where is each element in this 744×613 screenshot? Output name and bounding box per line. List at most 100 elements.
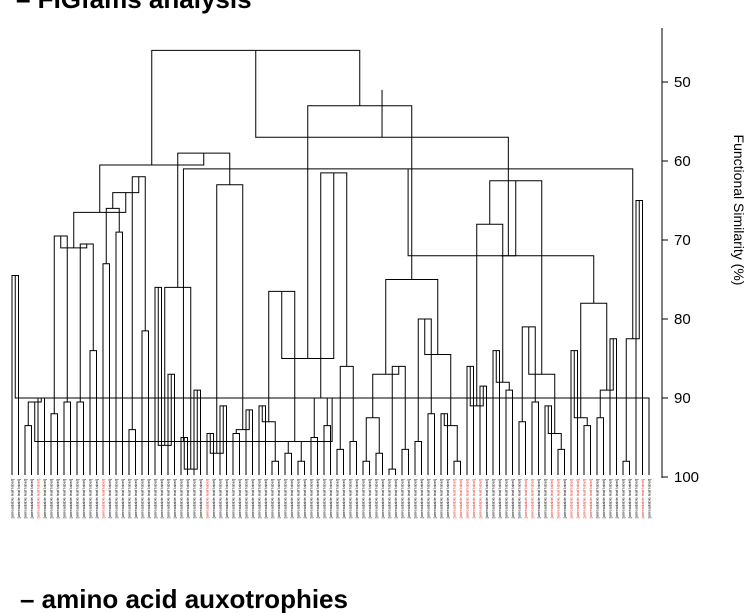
dendrogram-link xyxy=(349,440,357,475)
dendrogram-link xyxy=(427,413,435,475)
leaf-label: [unreadable leaf label] xyxy=(517,479,522,518)
leaf-label: [unreadable leaf label] xyxy=(250,479,255,518)
leaf-label: [unreadable leaf label] xyxy=(601,479,606,518)
dendrogram-link xyxy=(391,365,406,470)
leaf-label: [unreadable leaf label] xyxy=(263,479,268,518)
leaf-label: [unreadable leaf label] xyxy=(556,479,561,518)
leaf-label: [unreadable leaf label] xyxy=(367,479,372,518)
dendrogram-link xyxy=(310,437,318,475)
leaf-label: [unreadable leaf label] xyxy=(192,479,197,518)
dendrogram-link xyxy=(53,235,68,414)
y-tick-label: 70 xyxy=(674,232,691,249)
leaf-label: [unreadable leaf label] xyxy=(387,479,392,518)
dendrogram-link xyxy=(284,452,292,475)
dendrogram-link xyxy=(622,460,630,475)
dendrogram-link xyxy=(287,440,302,462)
leaf-label: [unreadable leaf label] xyxy=(302,479,307,518)
dendrogram-link xyxy=(385,279,439,375)
leaf-label: [unreadable leaf label] xyxy=(244,479,249,518)
leaf-label: [unreadable leaf label] xyxy=(322,479,327,518)
dendrogram-link xyxy=(216,184,244,454)
leaf-label: [unreadable leaf label] xyxy=(478,479,483,518)
dendrogram-link xyxy=(362,460,370,475)
dendrogram-link xyxy=(232,433,240,475)
y-tick-label: 90 xyxy=(674,390,691,407)
leaf-label: [unreadable leaf label] xyxy=(81,479,86,518)
leaf-label: [unreadable leaf label] xyxy=(374,479,379,518)
leaf-label: [unreadable leaf label] xyxy=(393,479,398,518)
dendrogram-link xyxy=(596,417,604,475)
dendrogram-link xyxy=(271,460,279,475)
leaf-label: [unreadable leaf label] xyxy=(88,479,93,518)
dendrogram-link xyxy=(131,176,146,430)
dendrogram-link xyxy=(37,397,45,475)
leaf-label: [unreadable leaf label] xyxy=(49,479,54,518)
dendrogram-link xyxy=(401,448,409,475)
leaf-label: [unreadable leaf label] xyxy=(549,479,554,518)
leaf-label: [unreadable leaf label] xyxy=(504,479,509,518)
leaf-label: [unreadable leaf label] xyxy=(413,479,418,518)
leaf-label: [unreadable leaf label] xyxy=(614,479,619,518)
leaf-label: [unreadable leaf label] xyxy=(309,479,314,518)
dendrogram-link xyxy=(375,452,383,475)
leaf-label: [unreadable leaf label] xyxy=(55,479,60,518)
leaf-label: [unreadable leaf label] xyxy=(198,479,203,518)
dendrogram-link xyxy=(453,460,461,475)
leaf-label: [unreadable leaf label] xyxy=(432,479,437,518)
leaf-label: [unreadable leaf label] xyxy=(68,479,73,518)
figure-subheading: – amino acid auxotrophies xyxy=(20,584,348,613)
dendrogram-link xyxy=(336,448,344,475)
leaf-label: [unreadable leaf label] xyxy=(471,479,476,518)
leaf-label: [unreadable leaf label] xyxy=(328,479,333,518)
dendrogram-link xyxy=(307,105,413,359)
leaf-label: [unreadable leaf label] xyxy=(621,479,626,518)
dendrogram-link xyxy=(583,425,591,475)
leaf-label: [unreadable leaf label] xyxy=(218,479,223,518)
leaf-label: [unreadable leaf label] xyxy=(270,479,275,518)
leaf-label: [unreadable leaf label] xyxy=(354,479,359,518)
leaf-labels: [unreadable leaf label] [unreadable leaf … xyxy=(10,479,652,518)
dendrogram-link xyxy=(297,460,305,475)
dendrogram-link xyxy=(580,302,608,418)
leaf-label: [unreadable leaf label] xyxy=(582,479,587,518)
leaf-label: [unreadable leaf label] xyxy=(484,479,489,518)
y-tick-label: 60 xyxy=(674,153,691,170)
leaf-label: [unreadable leaf label] xyxy=(179,479,184,518)
dendrogram-link xyxy=(407,168,595,304)
y-axis: 50 60 70 80 90 100 xyxy=(661,28,699,486)
leaf-label: [unreadable leaf label] xyxy=(231,479,236,518)
dendrogram-link xyxy=(531,401,539,475)
leaf-label: [unreadable leaf label] xyxy=(29,479,34,518)
leaf-label: [unreadable leaf label] xyxy=(276,479,281,518)
dendrogram-link xyxy=(255,50,509,256)
dendrogram-link xyxy=(414,440,422,475)
leaf-label: [unreadable leaf label] xyxy=(361,479,366,518)
leaf-label: [unreadable leaf label] xyxy=(491,479,496,518)
leaf-label: [unreadable leaf label] xyxy=(23,479,28,518)
leaf-label: [unreadable leaf label] xyxy=(133,479,138,518)
leaf-label: [unreadable leaf label] xyxy=(465,479,470,518)
dendrogram-link xyxy=(128,429,136,475)
leaf-label: [unreadable leaf label] xyxy=(127,479,132,518)
leaf-label: [unreadable leaf label] xyxy=(510,479,515,518)
leaf-label: [unreadable leaf label] xyxy=(543,479,548,518)
leaf-label: [unreadable leaf label] xyxy=(536,479,541,518)
leaf-label: [unreadable leaf label] xyxy=(647,479,652,518)
leaf-label: [unreadable leaf label] xyxy=(497,479,502,518)
y-tick-label: 80 xyxy=(674,311,691,328)
dendrogram-link xyxy=(313,397,328,438)
leaf-label: [unreadable leaf label] xyxy=(380,479,385,518)
y-axis-label: Functional Similarity (%) xyxy=(731,135,744,286)
dendrogram-link xyxy=(102,263,110,475)
dendrogram-link xyxy=(89,350,97,475)
leaf-label: [unreadable leaf label] xyxy=(10,479,15,518)
dendrogram-link xyxy=(14,275,650,475)
leaf-label: [unreadable leaf label] xyxy=(16,479,21,518)
leaf-label: [unreadable leaf label] xyxy=(569,479,574,518)
leaf-label: [unreadable leaf label] xyxy=(172,479,177,518)
leaf-label: [unreadable leaf label] xyxy=(75,479,80,518)
leaf-label: [unreadable leaf label] xyxy=(608,479,613,518)
leaf-label: [unreadable leaf label] xyxy=(296,479,301,518)
leaf-label: [unreadable leaf label] xyxy=(588,479,593,518)
